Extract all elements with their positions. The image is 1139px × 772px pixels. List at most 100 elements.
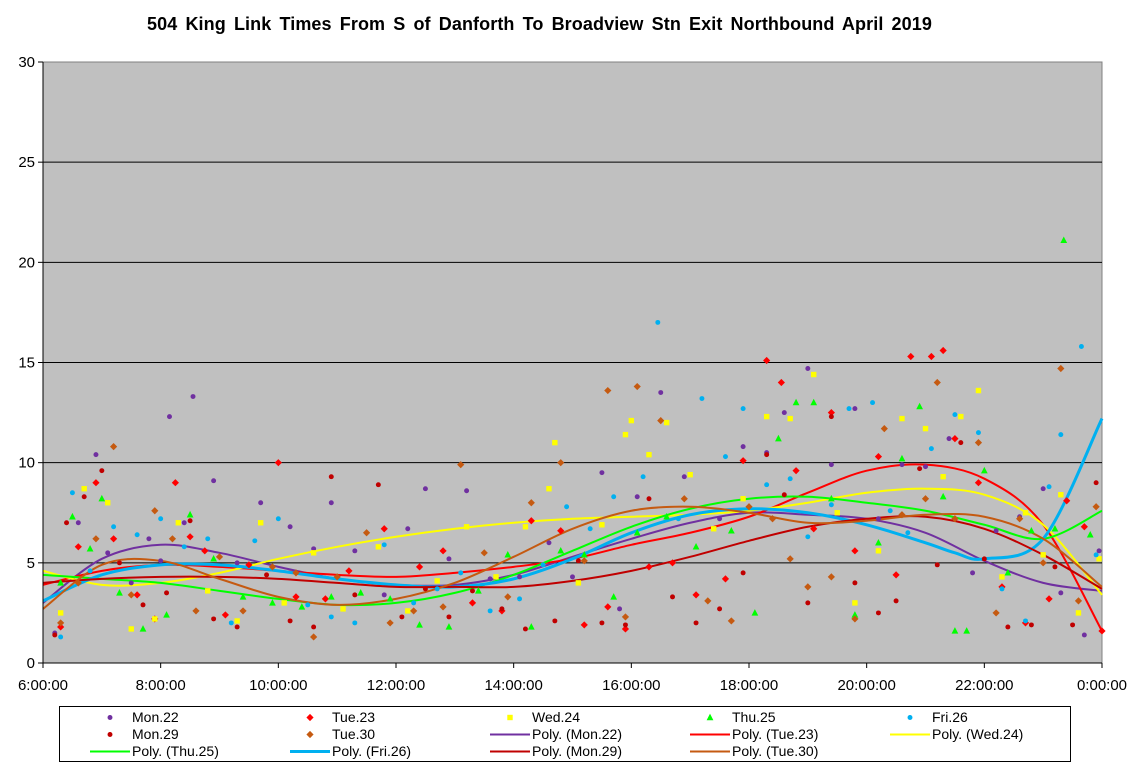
data-point <box>415 563 424 571</box>
legend-marker <box>907 715 913 720</box>
data-point <box>928 446 934 452</box>
data-point <box>352 548 358 554</box>
data-point <box>111 524 117 530</box>
data-point <box>1022 510 1029 516</box>
data-point <box>655 319 661 325</box>
legend-swatch <box>290 750 330 753</box>
data-point <box>975 430 981 436</box>
data-point <box>575 558 581 564</box>
data-point <box>1023 618 1028 624</box>
data-point <box>633 382 641 391</box>
data-point <box>105 500 111 506</box>
data-point <box>58 634 64 640</box>
data-point <box>117 560 122 566</box>
data-point <box>292 569 300 577</box>
data-point <box>434 586 440 592</box>
legend-swatch <box>107 715 113 720</box>
data-point <box>963 627 971 634</box>
legend-swatch <box>507 714 513 721</box>
data-point <box>411 600 417 606</box>
data-point <box>675 516 681 522</box>
data-point <box>646 451 652 458</box>
data-point <box>405 608 411 614</box>
legend-label: Poly. (Fri.26) <box>332 743 412 759</box>
legend-marker <box>706 713 714 721</box>
data-point <box>787 415 793 422</box>
data-point <box>1092 503 1100 511</box>
data-point <box>658 390 664 396</box>
data-point <box>621 613 630 621</box>
data-point <box>663 512 671 520</box>
legend-label: Mon.29 <box>132 726 179 742</box>
data-point <box>905 530 911 536</box>
y-tick-label: 0 <box>27 655 35 672</box>
data-point <box>164 590 170 596</box>
data-point <box>958 440 964 446</box>
data-point <box>1016 515 1024 523</box>
data-point <box>386 595 394 602</box>
data-point <box>764 452 770 458</box>
legend-swatch <box>490 750 530 753</box>
data-point <box>828 502 834 508</box>
y-tick-label: 15 <box>18 355 35 372</box>
series-Tue.30 <box>57 364 1100 641</box>
data-point <box>522 524 529 530</box>
data-point <box>646 496 652 502</box>
data-point <box>1057 364 1065 373</box>
data-point <box>892 571 900 579</box>
data-point <box>768 515 777 523</box>
data-point <box>127 591 135 599</box>
series-Fri.26 <box>58 319 1099 640</box>
data-point <box>434 578 440 584</box>
data-point <box>917 466 923 472</box>
data-point <box>599 470 605 476</box>
data-point <box>252 538 258 544</box>
legend-marker <box>507 714 513 721</box>
legend-label: Tue.23 <box>332 709 376 725</box>
data-point <box>192 607 200 615</box>
data-point <box>405 526 411 532</box>
data-point <box>287 618 293 624</box>
data-point <box>875 538 882 546</box>
data-point <box>870 400 876 406</box>
data-point <box>899 462 905 468</box>
data-point <box>470 588 475 594</box>
data-point <box>717 606 723 612</box>
data-point <box>611 494 617 500</box>
series-Thu.25 <box>57 236 1094 634</box>
data-point <box>1074 597 1083 605</box>
data-point <box>133 591 141 599</box>
data-point <box>804 583 812 591</box>
data-point <box>599 620 605 626</box>
data-point <box>951 515 959 523</box>
data-point <box>727 526 735 534</box>
series-Wed.24 <box>57 371 1102 632</box>
data-point <box>580 621 588 629</box>
data-point <box>781 410 787 416</box>
data-point <box>557 546 565 554</box>
data-point <box>210 555 217 562</box>
y-tick-label: 20 <box>18 254 35 271</box>
data-point <box>375 482 381 488</box>
data-point <box>310 633 318 641</box>
data-point <box>105 550 111 556</box>
data-point <box>875 548 882 554</box>
data-point <box>557 527 565 535</box>
data-point <box>898 454 906 462</box>
data-point <box>1058 432 1064 438</box>
data-point <box>527 499 535 507</box>
data-point <box>1078 343 1084 349</box>
data-point <box>763 356 771 365</box>
legend-label: Wed.24 <box>532 709 580 725</box>
legend-marker <box>306 713 314 722</box>
data-point <box>899 415 905 422</box>
trendline-Poly. (Mon.29) <box>42 515 1103 590</box>
data-point <box>564 504 570 510</box>
data-point <box>234 560 240 566</box>
data-point <box>852 600 858 606</box>
data-point <box>875 516 881 522</box>
data-point <box>464 488 470 494</box>
x-tick-label: 20:00:00 <box>837 677 895 694</box>
data-point <box>268 563 277 571</box>
data-point <box>69 490 75 496</box>
